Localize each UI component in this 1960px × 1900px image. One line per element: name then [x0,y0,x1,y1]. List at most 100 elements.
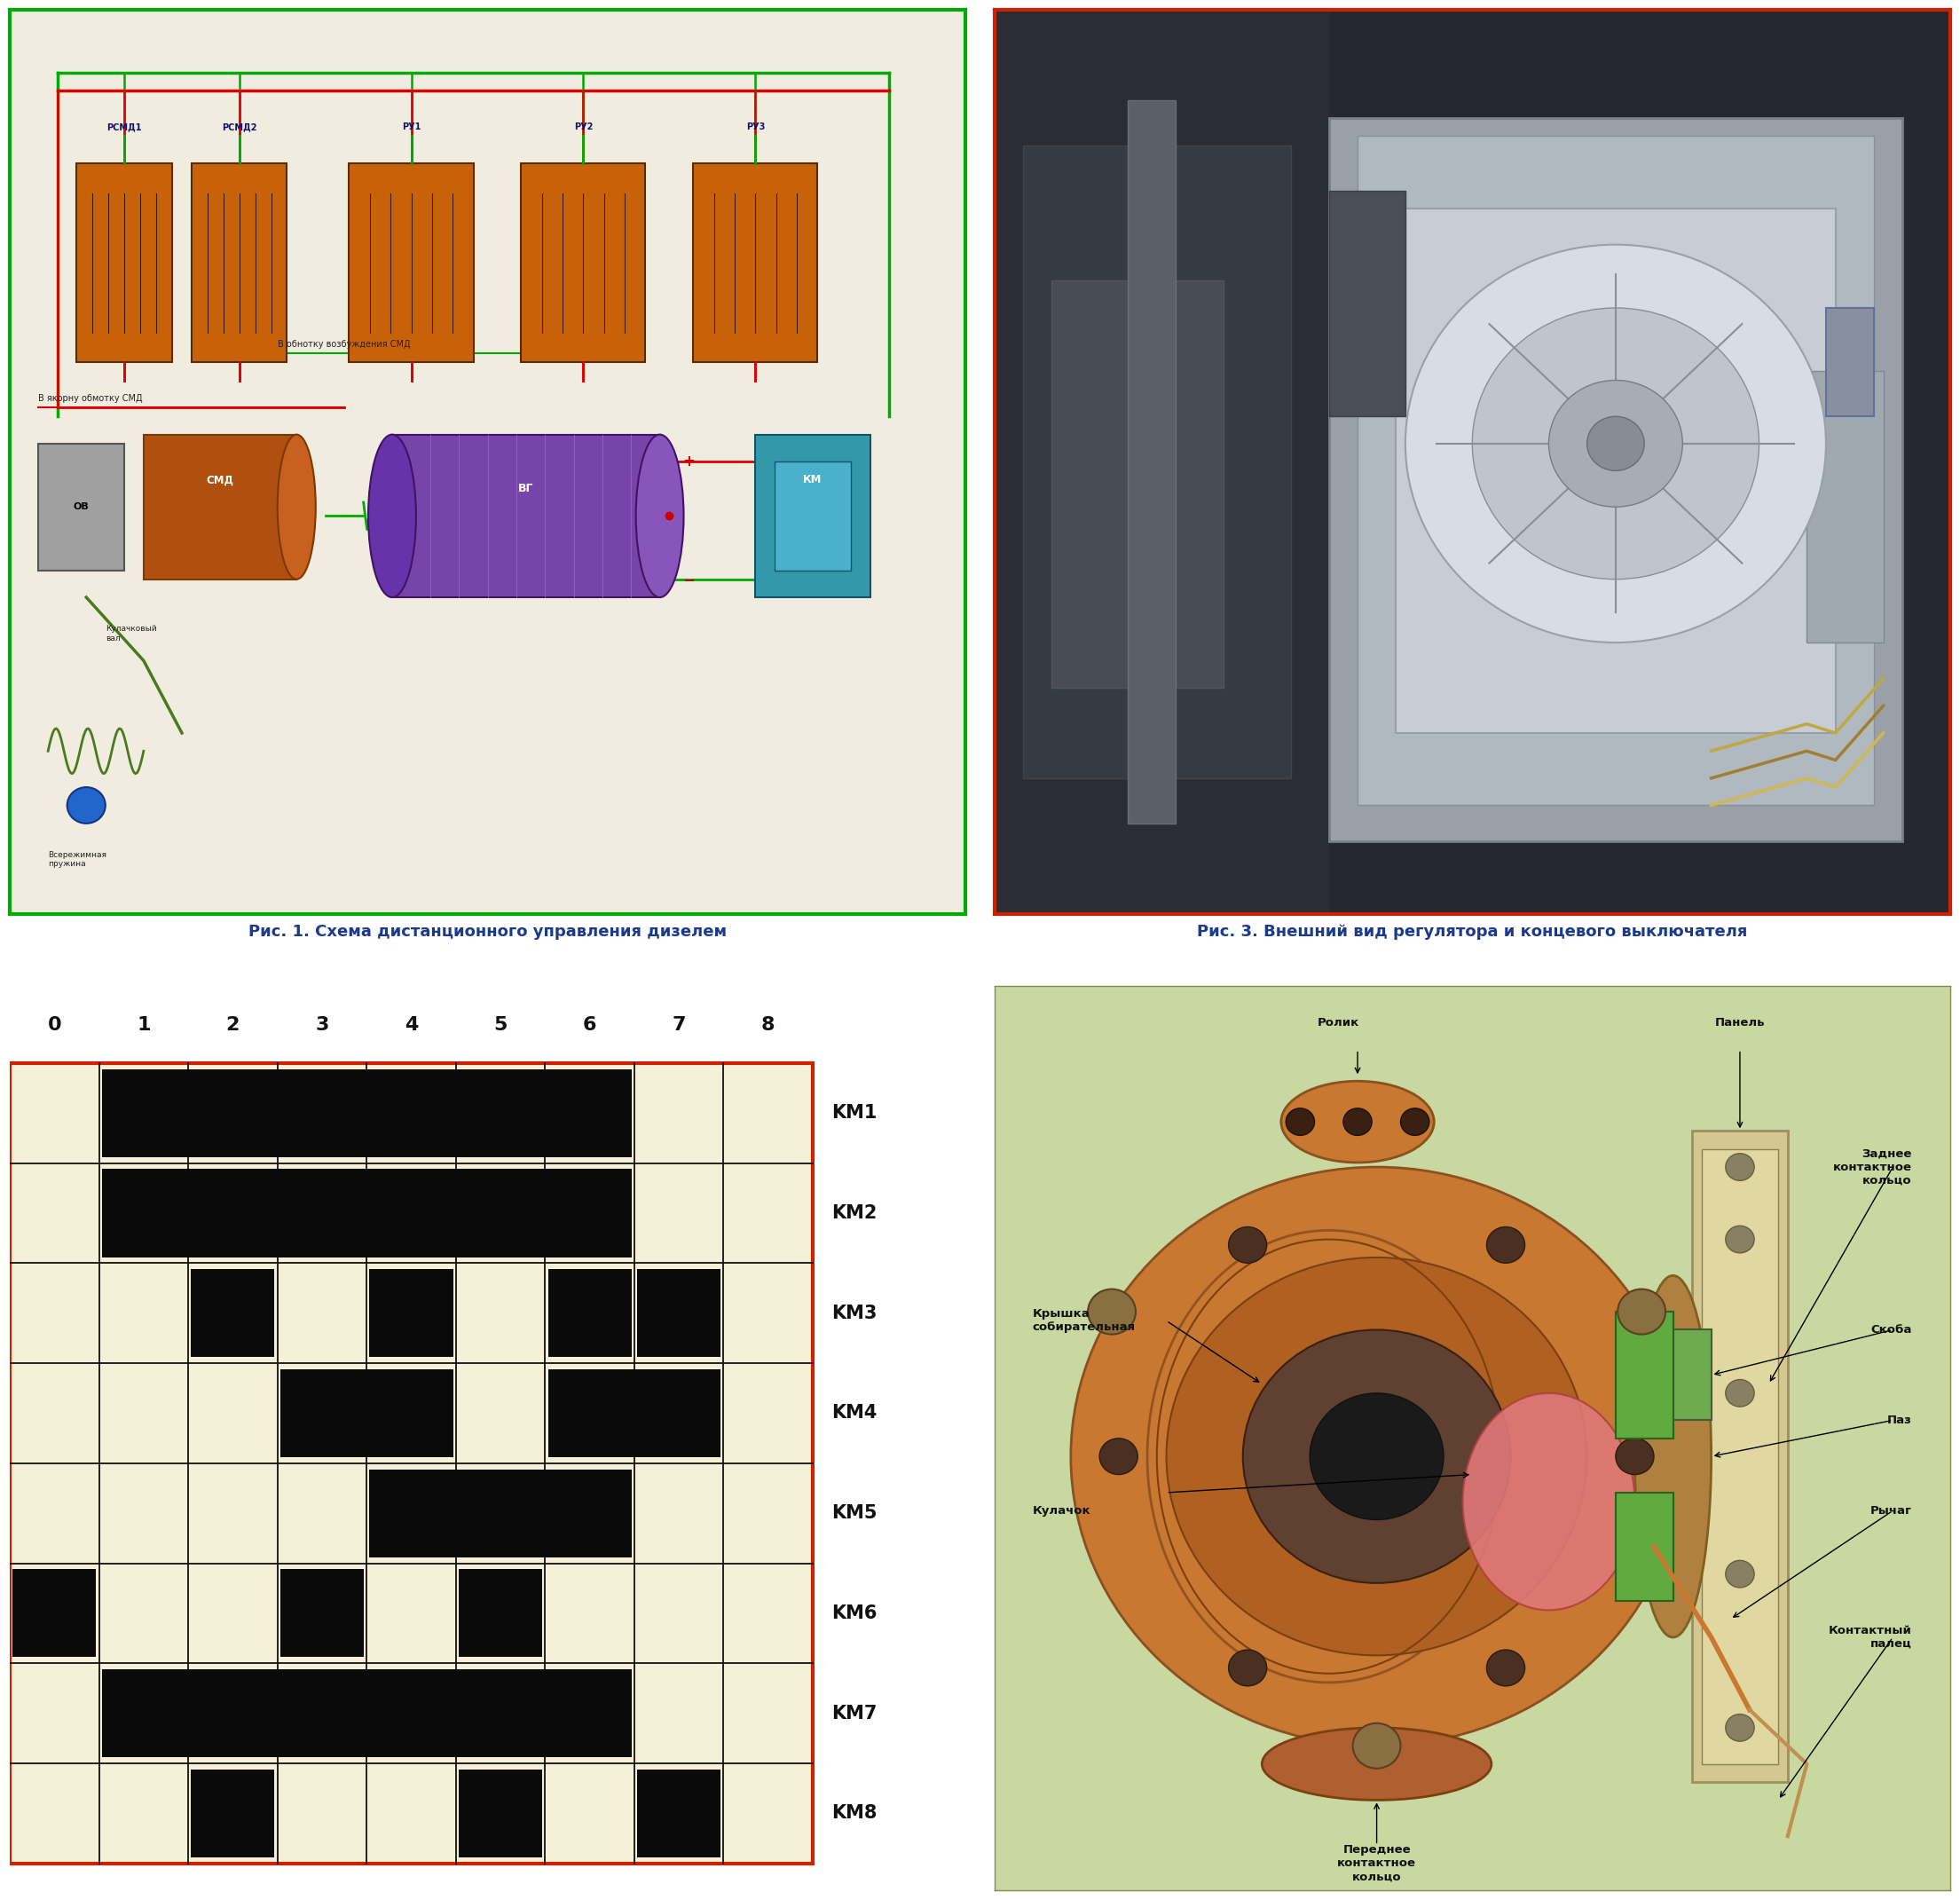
Text: Скоба: Скоба [1870,1324,1911,1336]
Text: КМ: КМ [804,473,821,486]
Bar [12,1569,96,1657]
Bar [1329,190,1405,416]
X-axis label: Рис. 1. Схема дистанционного управления дизелем: Рис. 1. Схема дистанционного управления … [249,923,727,940]
Circle shape [1725,1225,1754,1252]
Bar [1329,118,1903,842]
Bar [1807,370,1884,642]
Circle shape [1243,1330,1511,1583]
Text: РСМД1: РСМД1 [108,123,141,131]
Bar [370,1469,631,1558]
Text: Панель: Панель [1715,1017,1764,1028]
Bar [521,163,645,363]
Ellipse shape [635,435,684,597]
Text: РУ1: РУ1 [402,123,421,131]
Bar [76,163,172,363]
Bar [349,163,474,363]
Text: РУ3: РУ3 [747,123,764,131]
Text: Ролик: Ролик [1317,1017,1360,1028]
Circle shape [1725,1714,1754,1740]
Circle shape [1486,1649,1525,1685]
Text: Кулачковый
вал: Кулачковый вал [106,625,157,642]
Text: KM1: KM1 [831,1104,878,1121]
Circle shape [1401,1108,1429,1136]
Text: ОВ: ОВ [74,502,90,511]
Bar [459,1769,543,1858]
Bar [549,1269,631,1357]
Bar [994,10,1329,914]
Bar [102,1168,631,1258]
Ellipse shape [1635,1275,1711,1638]
Text: РСМД2: РСМД2 [221,123,257,131]
Bar [774,462,851,570]
Text: РУ2: РУ2 [574,123,592,131]
Circle shape [1486,1227,1525,1264]
Bar [280,1370,453,1457]
Bar [1615,1311,1674,1438]
Bar [392,435,661,597]
Text: ВГ: ВГ [517,483,533,494]
Text: 1: 1 [137,1017,151,1034]
Bar [459,1569,543,1657]
Circle shape [1229,1649,1266,1685]
Circle shape [1617,1288,1666,1334]
Text: 5: 5 [494,1017,508,1034]
Bar [143,435,296,580]
Circle shape [1088,1288,1135,1334]
Text: Заднее
контактное
кольцо: Заднее контактное кольцо [1833,1148,1911,1186]
Text: Переднее
контактное
кольцо: Переднее контактное кольцо [1337,1845,1417,1883]
Bar [1023,144,1290,779]
Bar [1635,1330,1711,1421]
X-axis label: Рис. 3. Внешний вид регулятора и концевого выключателя: Рис. 3. Внешний вид регулятора и концево… [1198,923,1748,940]
Circle shape [1309,1393,1445,1520]
Text: 0: 0 [47,1017,61,1034]
Bar [102,1070,631,1157]
Text: KM7: KM7 [831,1704,878,1721]
Circle shape [1070,1167,1682,1746]
Text: Рычаг: Рычаг [1870,1505,1911,1516]
Bar [1396,209,1835,733]
Bar [1129,101,1176,823]
Bar [549,1370,721,1457]
Text: KM6: KM6 [831,1604,878,1623]
Text: −: − [682,572,694,587]
Bar [10,986,813,1062]
Text: Контактный
палец: Контактный палец [1829,1624,1911,1649]
Bar [102,1670,631,1758]
Bar [1691,1130,1788,1782]
Bar [1827,308,1874,416]
Bar [637,1269,721,1357]
Bar [637,1769,721,1858]
Text: В обнотку возбуждения СМД: В обнотку возбуждения СМД [278,340,410,348]
Text: 3: 3 [316,1017,329,1034]
Circle shape [1100,1438,1137,1474]
Circle shape [1343,1108,1372,1136]
Text: 6: 6 [582,1017,596,1034]
Circle shape [1588,416,1644,471]
Text: 2: 2 [225,1017,239,1034]
Text: 7: 7 [672,1017,686,1034]
Text: СМД: СМД [206,473,233,486]
Circle shape [1472,308,1758,579]
Ellipse shape [278,435,316,580]
Bar [1615,1493,1674,1602]
Circle shape [1352,1723,1401,1769]
Circle shape [1229,1227,1266,1264]
Text: KM2: KM2 [831,1205,878,1222]
Bar [370,1269,453,1357]
Bar [190,1269,274,1357]
Circle shape [67,787,106,823]
Text: KM8: KM8 [831,1805,878,1822]
Circle shape [1548,380,1682,507]
Text: 4: 4 [404,1017,417,1034]
Bar [1053,281,1223,688]
Ellipse shape [1462,1393,1635,1609]
Bar [39,443,125,570]
Circle shape [1405,245,1827,642]
Text: Крышка
собирательная: Крышка собирательная [1033,1309,1135,1334]
Text: KM4: KM4 [831,1404,878,1421]
Bar [1701,1150,1778,1763]
Bar [192,163,286,363]
Ellipse shape [1147,1231,1511,1683]
Circle shape [1725,1560,1754,1588]
Text: KM3: KM3 [831,1303,878,1322]
